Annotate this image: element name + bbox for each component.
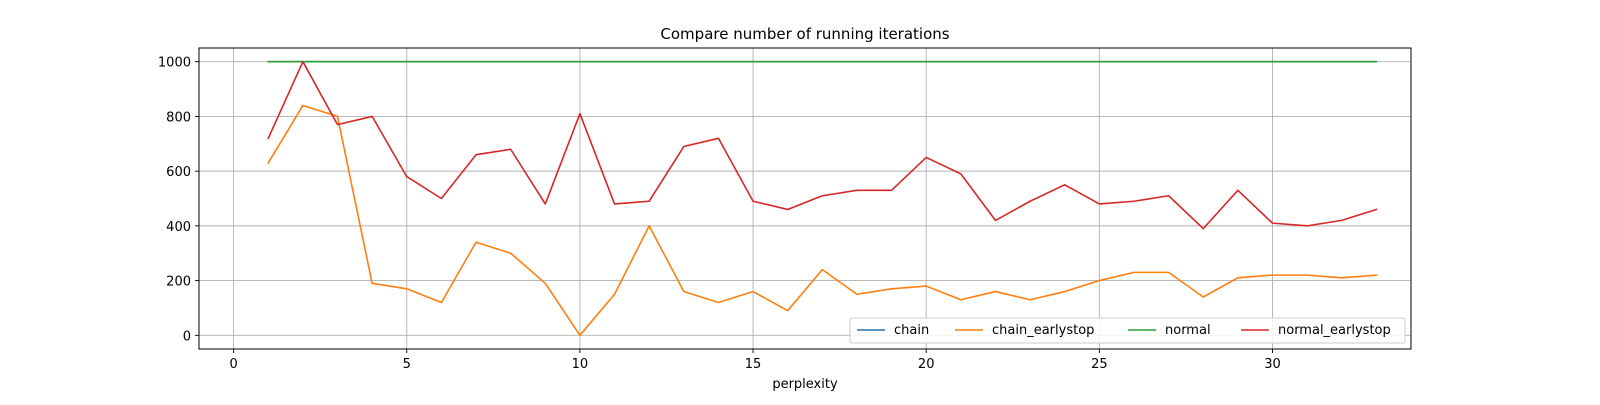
y-tick-label: 600 bbox=[166, 165, 191, 180]
plot-area-frame bbox=[198, 47, 1412, 350]
x-tick-label: 15 bbox=[745, 357, 762, 372]
y-tick-label: 0 bbox=[183, 329, 191, 344]
legend-label-normal: normal bbox=[1165, 323, 1211, 338]
legend-box bbox=[849, 317, 1406, 344]
legend: chain chain_earlystop normal normal_earlyst… bbox=[849, 317, 1406, 344]
x-tick-label: 25 bbox=[1091, 357, 1108, 372]
chart-title: Compare number of running iterations bbox=[660, 25, 949, 43]
grid bbox=[199, 48, 1411, 349]
y-tick-label: 1000 bbox=[158, 56, 191, 71]
legend-label-normal-earlystop: normal_earlystop bbox=[1278, 323, 1391, 338]
axis-ticks: 0 5 10 15 20 25 30 0 200 400 600 800 1000 bbox=[158, 56, 1281, 372]
series-line-chain-earlystop bbox=[267, 104, 1378, 337]
y-tick-label: 400 bbox=[166, 220, 191, 235]
legend-label-chain-earlystop: chain_earlystop bbox=[992, 323, 1094, 338]
series-lines bbox=[267, 60, 1378, 337]
y-tick-label: 200 bbox=[166, 275, 191, 290]
y-tick-label: 800 bbox=[166, 110, 191, 125]
x-tick-label: 20 bbox=[918, 357, 935, 372]
x-axis-label: perplexity bbox=[772, 377, 838, 392]
x-tick-label: 30 bbox=[1264, 357, 1281, 372]
legend-label-chain: chain bbox=[894, 323, 929, 338]
x-tick-label: 5 bbox=[403, 357, 411, 372]
series-line-normal-earlystop bbox=[267, 60, 1378, 230]
x-tick-label: 0 bbox=[229, 357, 237, 372]
x-tick-label: 10 bbox=[572, 357, 589, 372]
